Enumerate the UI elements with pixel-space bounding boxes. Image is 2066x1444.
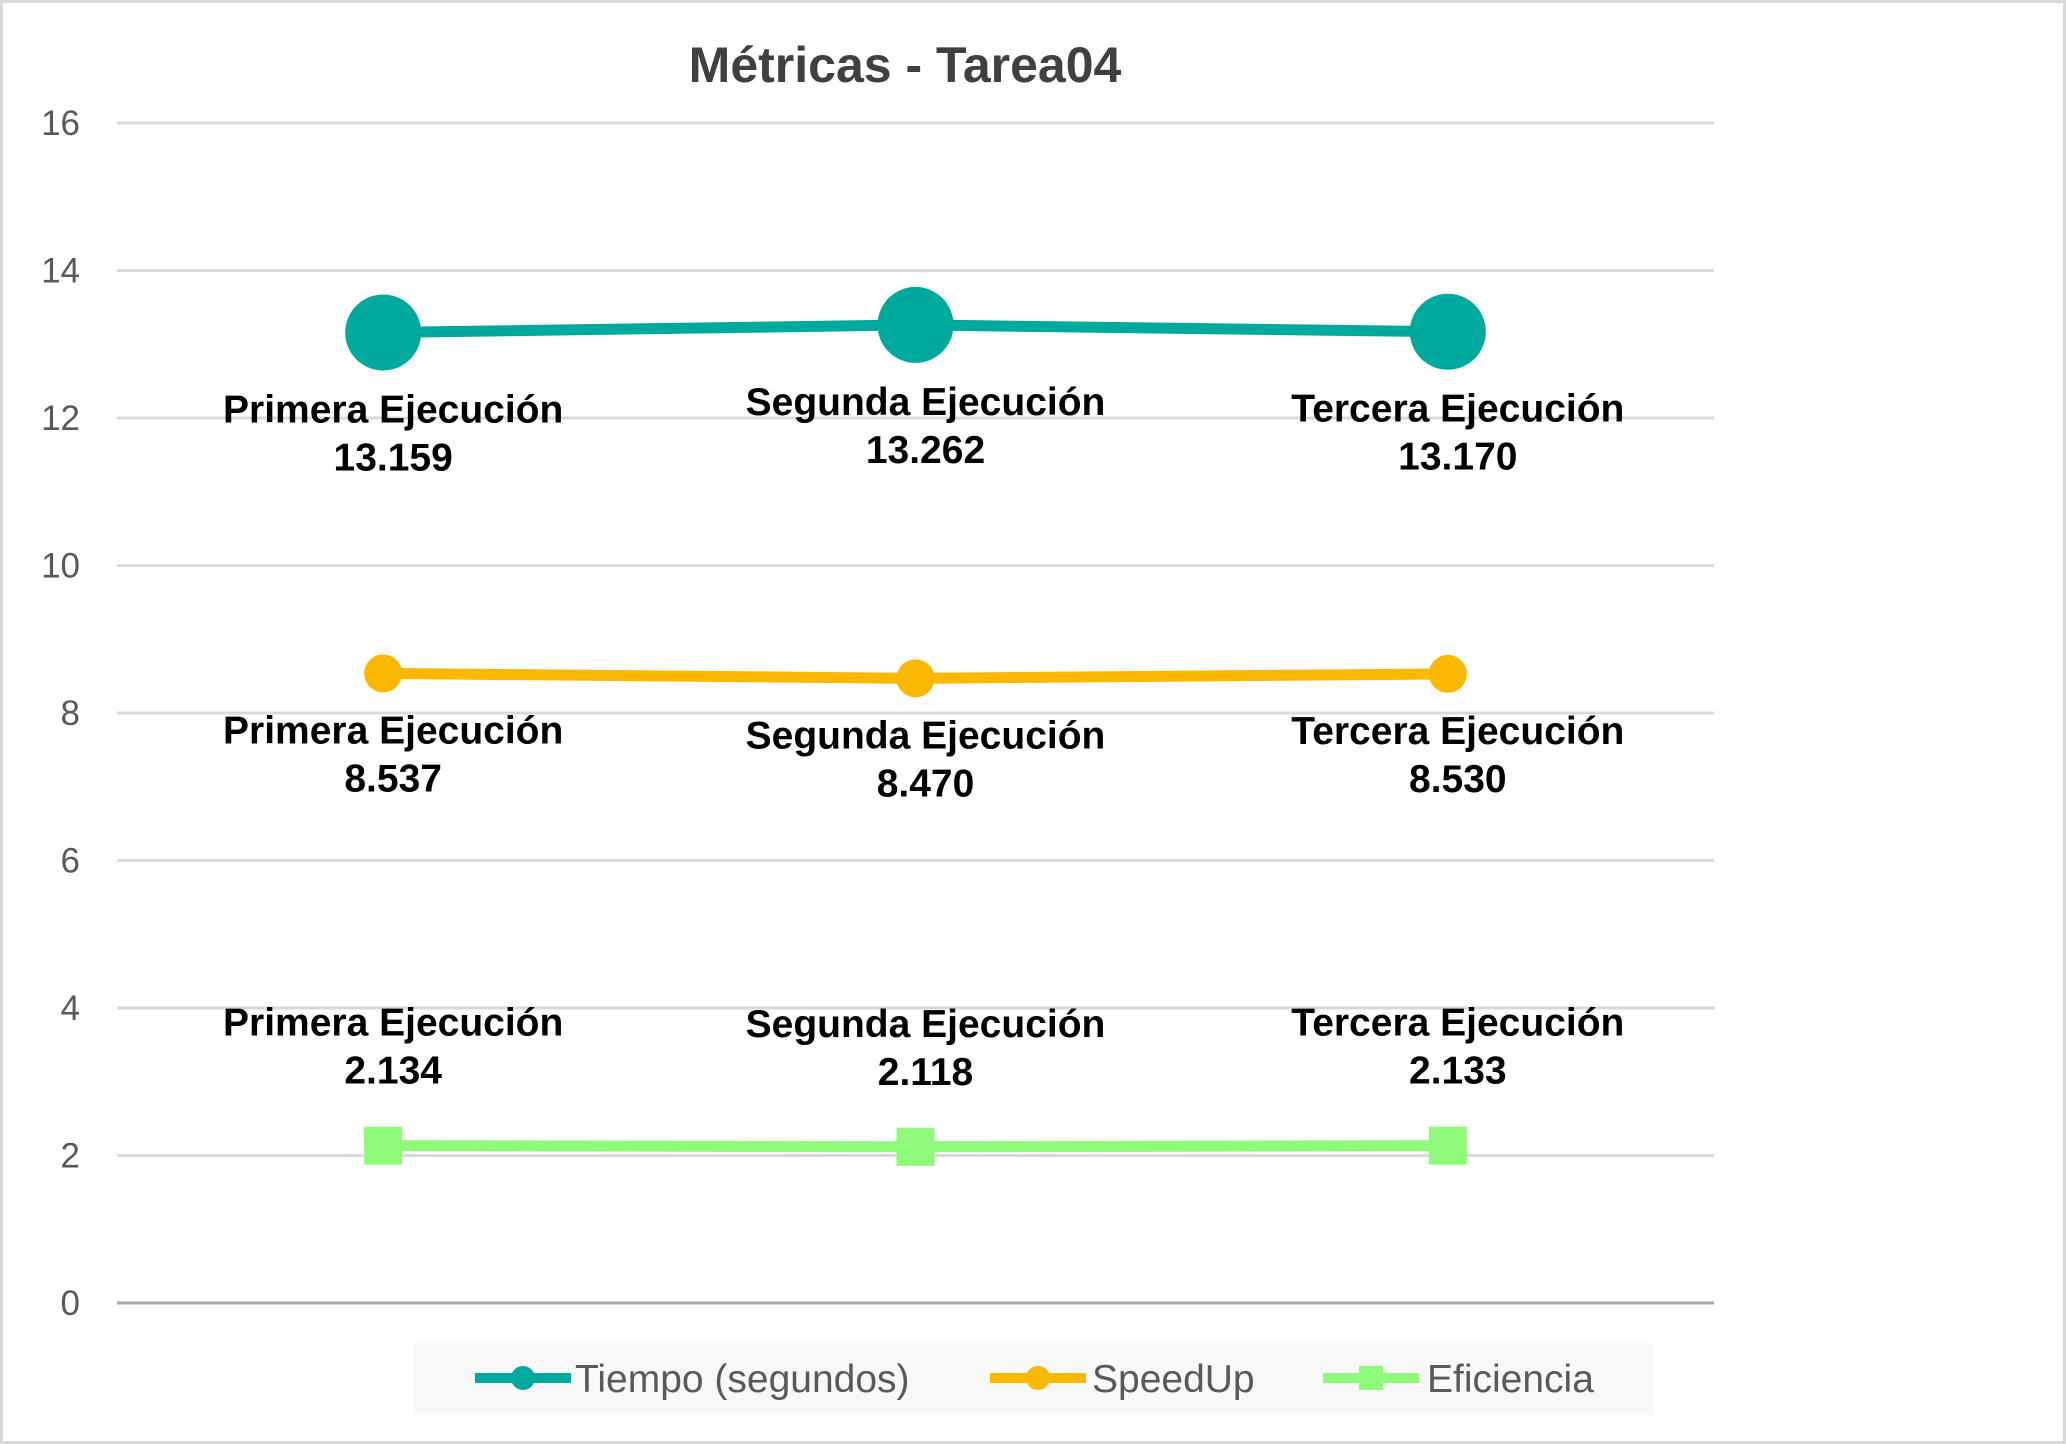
data-label-category: Segunda Ejecución (746, 714, 1106, 757)
data-label-value: 2.134 (344, 1050, 442, 1093)
chart-title: Métricas - Tarea04 (689, 37, 1122, 93)
data-label-category: Primera Ejecución (223, 1002, 563, 1045)
legend-item: Eficiencia (1323, 1358, 1594, 1401)
data-label-category: Tercera Ejecución (1291, 710, 1624, 753)
data-label-category: Tercera Ejecución (1291, 1002, 1624, 1045)
data-point (345, 294, 422, 371)
series-eficiencia (364, 1126, 1467, 1166)
data-label-category: Primera Ejecución (223, 389, 563, 432)
data-point (1428, 1126, 1467, 1165)
data-labels: Primera Ejecución 13.159 Segunda Ejecución… (223, 381, 1624, 1094)
y-tick-label: 16 (41, 104, 80, 143)
legend-marker (1026, 1366, 1050, 1390)
y-tick-label: 0 (61, 1284, 80, 1323)
data-label-category: Segunda Ejecución (746, 1003, 1106, 1046)
data-label-value: 8.530 (1409, 758, 1507, 801)
y-tick-label: 10 (41, 547, 80, 586)
legend-item: Tiempo (segundos) (475, 1358, 910, 1401)
legend-marker (511, 1366, 535, 1390)
data-label-value: 8.537 (344, 757, 442, 800)
data-label-value: 2.118 (878, 1051, 973, 1094)
data-point (896, 659, 935, 698)
data-label-category: Segunda Ejecución (746, 381, 1106, 424)
data-label-category: Primera Ejecución (223, 709, 563, 752)
data-point (364, 1126, 403, 1165)
data-point (364, 654, 403, 693)
y-tick-label: 2 (61, 1137, 80, 1176)
data-label-value: 13.170 (1398, 436, 1517, 479)
data-point (877, 286, 954, 363)
legend: Tiempo (segundos) SpeedUp Eficiencia (413, 1343, 1653, 1415)
y-tick-label: 12 (41, 399, 80, 438)
y-axis: 0 2 4 6 8 10 12 14 16 (41, 104, 80, 1323)
data-label-value: 13.159 (334, 437, 453, 480)
legend-marker (1359, 1366, 1383, 1390)
legend-item: SpeedUp (990, 1358, 1255, 1401)
data-point (1409, 293, 1486, 370)
y-tick-label: 8 (61, 694, 80, 733)
y-tick-label: 4 (61, 989, 80, 1028)
y-tick-label: 6 (61, 842, 80, 881)
series-tiempo-segundos- (345, 286, 1486, 371)
data-label-value: 8.470 (877, 762, 975, 805)
data-label-value: 13.262 (866, 429, 985, 472)
data-label-value: 2.133 (1409, 1050, 1507, 1093)
legend-label: SpeedUp (1092, 1358, 1255, 1401)
data-point (1428, 654, 1467, 693)
data-point (896, 1127, 935, 1166)
legend-label: Eficiencia (1427, 1358, 1594, 1401)
y-tick-label: 14 (41, 252, 80, 291)
series-speedup (364, 654, 1467, 698)
legend-label: Tiempo (segundos) (575, 1358, 910, 1401)
plot-area (345, 286, 1486, 1166)
data-label-category: Tercera Ejecución (1291, 388, 1624, 431)
